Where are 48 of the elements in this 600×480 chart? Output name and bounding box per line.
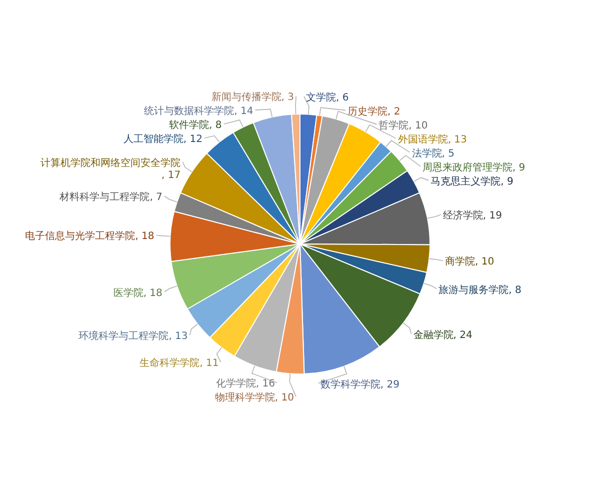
data-label: , 8 [508,284,522,296]
slice-label: 医学院 [113,286,144,299]
slice-label: 哲学院 [378,119,409,132]
data-label: , 29 [380,379,400,390]
data-label: , 10 [408,120,428,132]
data-label: , 8 [209,120,222,132]
data-label: , 9 [512,162,526,174]
slice-label: 人工智能学院 [123,133,184,146]
slice-label: 物理科学学院 [214,392,275,404]
slice-label: 外国语学院 [398,133,448,146]
data-label: , 10 [474,256,494,268]
data-label: , 5 [442,148,455,160]
data-label: , 18 [135,231,154,242]
data-label: , 2 [388,106,400,118]
data-label: , 3 [281,92,294,104]
slice-label: 数学科学学院 [320,378,380,390]
slice-label: 材料科学与工程学院 [58,191,150,204]
data-label: , 19 [482,210,502,222]
slice-label: 计算机学院和网络空间安全学院 [40,156,181,169]
data-label: , 13 [448,134,467,146]
data-label: , 12 [183,134,202,146]
slice-label: 商学院 [444,256,475,268]
data-label: , 17 [162,170,181,181]
data-label: , 24 [453,330,472,341]
slice-label: 金融学院 [413,328,454,341]
slice-label: 旅游与服务学院 [438,284,509,296]
slice-label: 统计与数据科学学院 [144,105,234,118]
slice-label: 软件学院 [169,119,210,132]
data-label: , 14 [234,106,254,118]
slice-label: 新闻与传播学院 [211,91,282,104]
data-label: , 6 [336,92,349,104]
slice-label: 生命科学学院 [140,357,200,370]
slice-label: 马克思主义学院 [430,175,501,188]
slice-label: 历史学院 [348,105,388,118]
data-label: , 18 [143,288,162,299]
slice-label: 经济学院 [442,210,483,222]
data-label: , 16 [256,378,276,390]
data-label: , 7 [150,192,162,204]
slice-label: 周恩来政府管理学院 [422,161,512,174]
slice-label: 文学院 [306,91,336,104]
slice-label: 环境科学与工程学院 [78,330,169,342]
slice-label: 化学学院 [216,378,256,390]
data-label: , 13 [168,331,188,342]
data-label: , 11 [200,358,219,370]
data-label: , 10 [274,392,294,404]
slice-label: 电子信息与光学工程学院 [25,230,136,242]
data-label: , 9 [500,176,514,188]
slice-label: 法学院 [412,147,442,160]
